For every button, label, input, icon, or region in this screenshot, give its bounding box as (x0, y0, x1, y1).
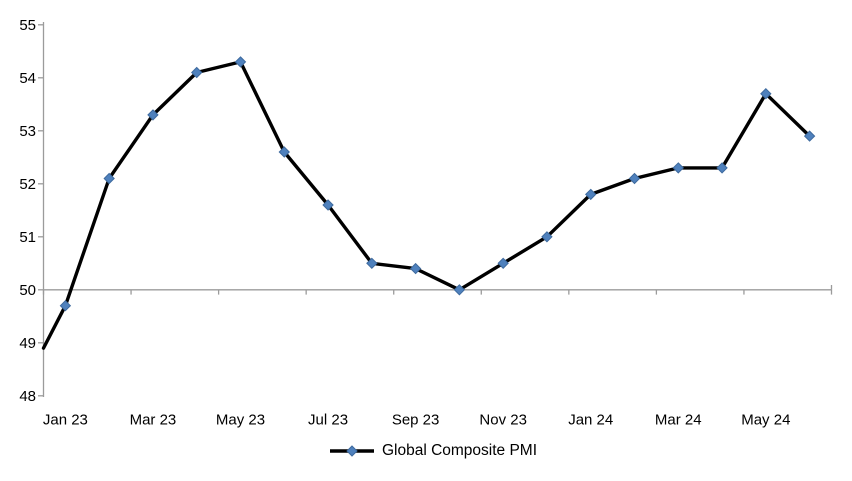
x-axis-tick-label: Jul 23 (308, 412, 348, 429)
data-point-marker (760, 87, 772, 100)
y-axis-tick-label: 54 (19, 70, 36, 87)
y-axis-tick-label: 52 (19, 176, 36, 193)
data-point-marker (278, 146, 290, 158)
y-axis-tick-label: 48 (19, 388, 36, 405)
data-point-marker (497, 257, 509, 270)
data-point-marker (103, 172, 115, 185)
data-point-marker (716, 162, 728, 174)
y-axis-tick-label: 49 (19, 335, 36, 352)
data-point-marker (409, 262, 422, 275)
x-axis-tick-label: May 23 (216, 412, 265, 429)
data-point-marker (672, 162, 684, 174)
legend: Global Composite PMI (7, 441, 852, 461)
x-axis-tick-label: Mar 24 (655, 412, 702, 429)
y-axis-tick-label: 50 (19, 282, 36, 299)
data-point-marker (366, 257, 378, 270)
x-axis-tick-label: Sep 23 (392, 412, 440, 429)
legend-label: Global Composite PMI (381, 442, 538, 459)
x-axis-tick-label: Jan 24 (568, 412, 613, 429)
x-axis-tick-label: Mar 23 (130, 412, 177, 429)
y-axis-tick-label: 51 (19, 229, 36, 246)
data-point-marker (234, 56, 247, 68)
data-point-marker (453, 284, 466, 296)
data-point-marker (191, 66, 203, 79)
data-point-marker (322, 199, 334, 211)
y-axis-tick-label: 53 (19, 123, 36, 140)
data-point-marker (585, 188, 597, 201)
data-point-marker (628, 172, 641, 185)
data-point-marker (147, 109, 159, 121)
data-point-marker (541, 231, 553, 243)
x-axis-tick-label: Nov 23 (479, 412, 527, 429)
y-axis-tick-label: 55 (19, 17, 36, 34)
data-point-marker (803, 130, 816, 142)
legend-line-marker-icon (329, 445, 374, 457)
series-line (41, 60, 812, 350)
data-point-marker (59, 299, 72, 312)
x-axis-tick-label: May 24 (741, 412, 790, 429)
x-axis-tick-label: Jan 23 (43, 412, 88, 429)
